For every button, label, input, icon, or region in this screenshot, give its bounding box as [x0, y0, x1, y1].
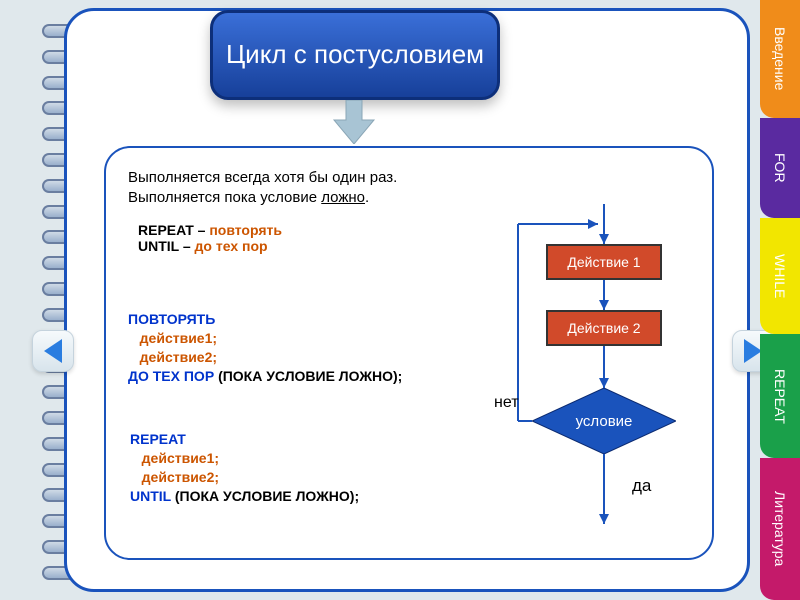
pseudocode-english: REPEAT действие1; действие2; UNTIL (ПОКА… — [130, 430, 359, 506]
pseudocode-russian: ПОВТОРЯТЬ действие1; действие2; ДО ТЕХ П… — [128, 310, 402, 386]
tab-while[interactable]: WHILE — [760, 218, 800, 334]
description: Выполняется всегда хотя бы один раз. Вып… — [128, 168, 397, 209]
desc-line2: Выполняется пока условие ложно. — [128, 188, 397, 208]
flowchart-action-1: Действие 1 — [546, 244, 662, 280]
flowchart-condition: условие — [532, 388, 676, 454]
desc-line1: Выполняется всегда хотя бы один раз. — [128, 168, 397, 188]
chevron-left-icon — [44, 339, 62, 363]
slide-title: Цикл с постусловием — [210, 10, 500, 100]
tab-for[interactable]: FOR — [760, 118, 800, 218]
content-card: Выполняется всегда хотя бы один раз. Вып… — [104, 146, 714, 560]
tab-введение[interactable]: Введение — [760, 0, 800, 118]
title-arrow-down-icon — [330, 100, 378, 144]
flowchart-label-yes: да — [632, 476, 651, 496]
title-text: Цикл с постусловием — [226, 39, 484, 70]
flowchart-label-no: нет — [494, 394, 519, 412]
flowchart: Действие 1 Действие 2 условие нет да — [486, 204, 706, 554]
keyword-translations: REPEAT – повторять UNTIL – до тех пор — [138, 222, 282, 254]
prev-button[interactable] — [32, 330, 74, 372]
flowchart-action-2: Действие 2 — [546, 310, 662, 346]
tab-литература[interactable]: Литература — [760, 458, 800, 600]
side-tabs: ВведениеFORWHILEREPEATЛитература — [760, 0, 800, 600]
tab-repeat[interactable]: REPEAT — [760, 334, 800, 458]
